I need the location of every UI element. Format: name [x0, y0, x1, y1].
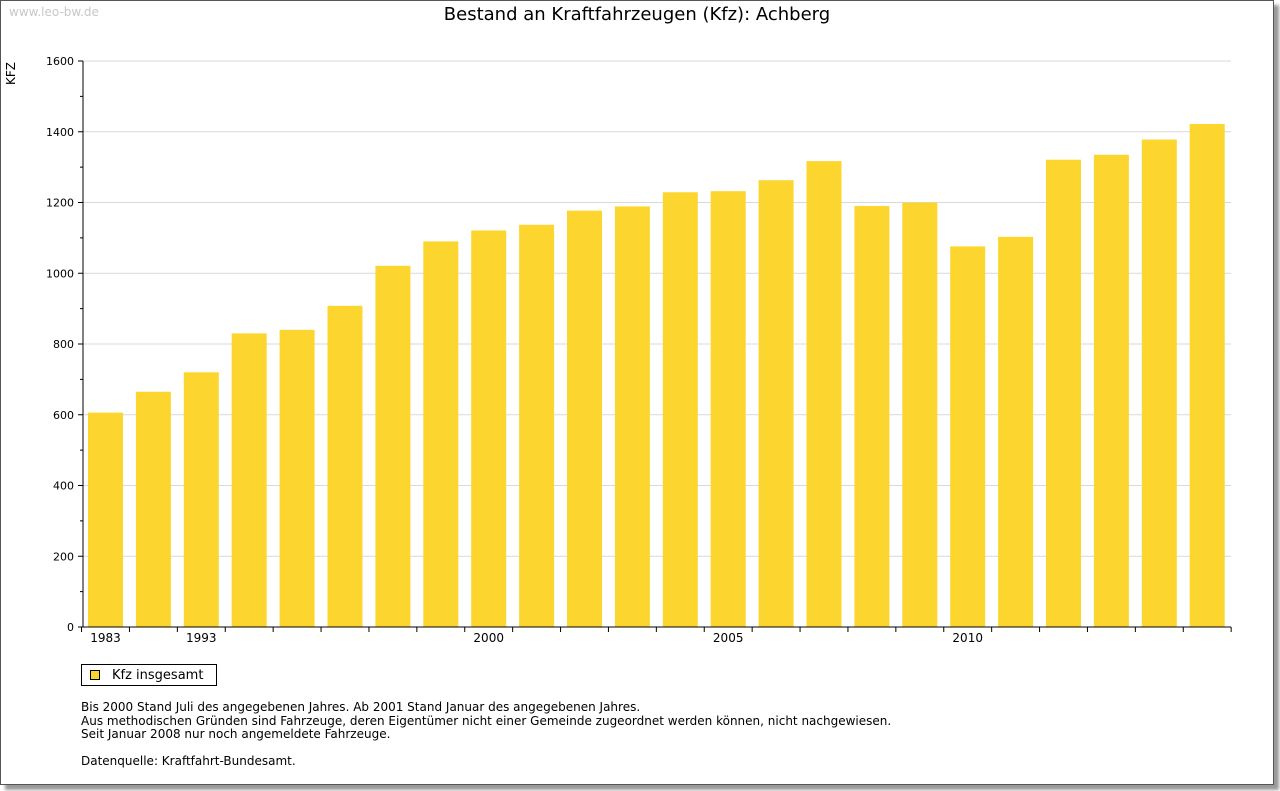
bar-2003	[614, 206, 650, 628]
bar-2010	[950, 246, 986, 628]
x-tick-label-2010: 2010	[952, 631, 983, 645]
legend-label: Kfz insgesamt	[112, 668, 204, 683]
y-tick-label: 0	[67, 621, 74, 634]
data-source: Datenquelle: Kraftfahrt-Bundesamt.	[81, 754, 296, 768]
bar-2013	[1093, 154, 1129, 627]
x-tick-label-2000: 2000	[473, 631, 504, 645]
bar-2009	[902, 202, 938, 627]
x-tick-label-1993: 1993	[186, 631, 217, 645]
y-tick-label: 600	[53, 409, 74, 422]
watermark: www.leo-bw.de	[9, 5, 99, 19]
bar-2012	[1046, 159, 1081, 628]
bar-1998	[375, 265, 411, 627]
footnotes: Bis 2000 Stand Juli des angegebenen Jahr…	[81, 700, 892, 742]
x-tick-label-2005: 2005	[713, 631, 744, 645]
grid-lines	[83, 60, 1231, 557]
y-tick-label: 200	[53, 550, 74, 563]
bar-2002	[567, 210, 602, 628]
bar-2008	[854, 206, 890, 627]
legend-swatch	[90, 670, 100, 680]
y-tick-label: 400	[53, 480, 74, 493]
footnote-3: Seit Januar 2008 nur noch angemeldete Fa…	[81, 727, 391, 741]
axes: 0 200 400 600 800 1000 1200 1400 1600 1983 1993 200…	[46, 55, 1232, 645]
bar-2005	[710, 191, 746, 627]
bar-1993	[183, 372, 219, 627]
y-tick-label: 1000	[46, 267, 74, 280]
bar-2011	[998, 236, 1034, 627]
bar-2015	[1189, 123, 1225, 627]
x-tick-label-1983: 1983	[90, 631, 121, 645]
bar-2006	[758, 180, 794, 627]
y-tick-label: 1600	[46, 55, 74, 68]
legend: Kfz insgesamt	[81, 664, 217, 686]
bar-2000	[471, 230, 507, 628]
y-tick-label: 1200	[46, 197, 74, 210]
bar-1995	[231, 333, 267, 627]
bar-2001	[519, 224, 555, 627]
footnote-1: Bis 2000 Stand Juli des angegebenen Jahr…	[81, 700, 641, 714]
chart-title: Bestand an Kraftfahrzeugen (Kfz): Achber…	[443, 4, 831, 25]
bar-1997	[327, 305, 363, 627]
bar-1988	[135, 391, 171, 627]
y-tick-label: 800	[53, 338, 74, 351]
bar-1999	[423, 241, 459, 627]
bar-2007	[806, 161, 842, 627]
y-tick-label: 1400	[46, 126, 74, 139]
bar-1996	[279, 329, 315, 627]
bar-1983	[88, 412, 123, 627]
bar-2004	[662, 192, 698, 627]
footnote-2: Aus methodischen Gründen sind Fahrzeuge,…	[81, 713, 892, 728]
bar-2014	[1141, 139, 1177, 627]
bars	[88, 123, 1225, 628]
